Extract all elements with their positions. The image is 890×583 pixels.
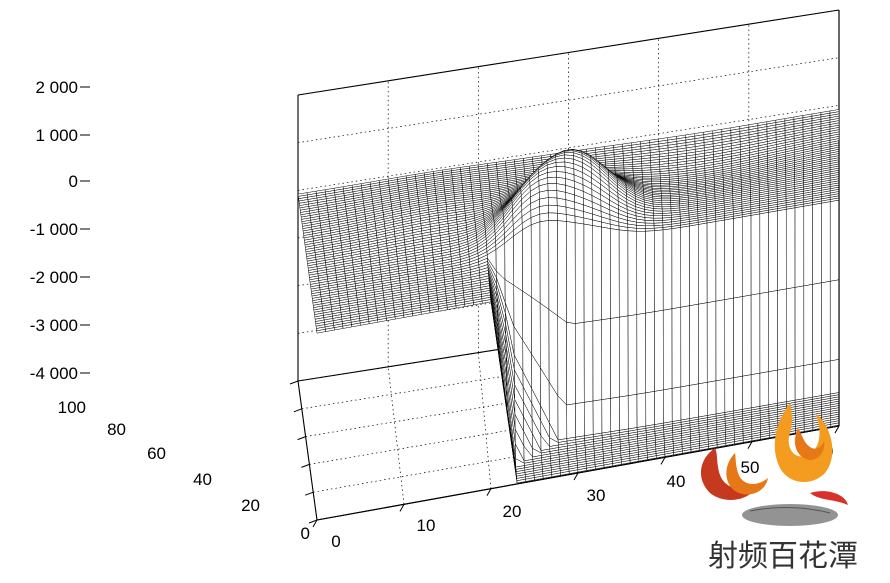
axis-tick-label: 40 <box>162 470 212 490</box>
axis-tick-label: -3 000 <box>18 316 78 336</box>
surface-plot-3d: -4 000-3 000-2 000-1 00001 0002 000 0204… <box>0 0 890 583</box>
axis-tick-label: 1 000 <box>18 126 78 146</box>
swoosh-red-icon <box>810 491 848 505</box>
watermark-logo <box>680 393 860 533</box>
axis-tick-label: 30 <box>576 486 616 506</box>
leaf-orange-icon <box>726 453 768 495</box>
axis-tick-label: 100 <box>36 398 86 418</box>
axis-tick-label: -1 000 <box>18 220 78 240</box>
axis-tick-label: -2 000 <box>18 268 78 288</box>
axis-tick-label: 0 <box>316 532 356 552</box>
axis-tick-label: 0 <box>18 172 78 192</box>
axis-tick-label: 20 <box>492 502 532 522</box>
axis-tick-label: 10 <box>406 516 446 536</box>
axis-tick-label: -4 000 <box>18 364 78 384</box>
axis-tick-label: 2 000 <box>18 78 78 98</box>
axis-tick-label: 60 <box>116 444 166 464</box>
watermark-text: 射频百花潭 <box>708 531 858 575</box>
axis-tick-label: 80 <box>76 420 126 440</box>
axis-tick-label: 0 <box>260 524 310 544</box>
axis-tick-label: 20 <box>210 496 260 516</box>
